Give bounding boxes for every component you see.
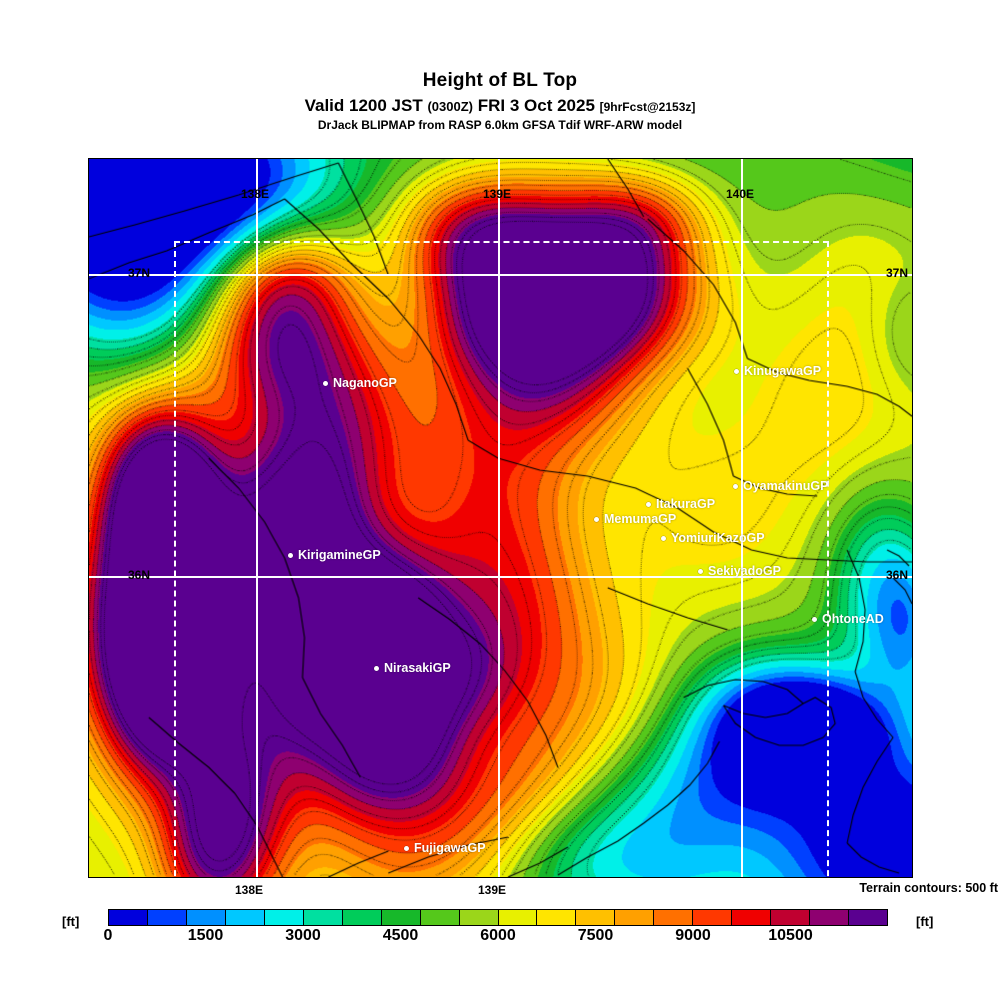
lat-label-left-37N: 37N (128, 266, 151, 280)
colorbar-band-4200 (381, 910, 421, 925)
gridline-lat-37n (89, 274, 912, 276)
station-marker-icon (404, 845, 409, 851)
title-block: Height of BL Top Valid 1200 JST (0300Z) … (0, 70, 1000, 132)
lon-label-bottom-138E: 138E (234, 883, 264, 897)
colorbar-band-3000 (303, 910, 343, 925)
forecast-tag: [9hrFcst@2153z] (599, 100, 696, 114)
colorbar-legend: [ft] [ft] 0 1500 3000 4500 6000 7500 9000 10500 (0, 905, 1000, 965)
station-label: NirasakiGP (384, 661, 451, 675)
colorbar-tick-4500: 4500 (382, 927, 419, 944)
colorbar-band-11400 (849, 910, 888, 925)
colorbar-band-1200 (186, 910, 226, 925)
valid-date: FRI 3 Oct 2025 (477, 96, 595, 115)
colorbar-tick-10500: 10500 (768, 927, 813, 944)
gridline-lon-138e (256, 159, 258, 877)
station-label: ItakuraGP (656, 497, 716, 511)
colorbar-tick-1500: 1500 (187, 927, 224, 944)
lon-label-top-140E: 140E (725, 187, 755, 201)
station-label: YomiuriKazoGP (671, 531, 765, 545)
lat-label-left-36N: 36N (128, 568, 151, 582)
station-marker-icon (323, 380, 328, 386)
station-oyamakinugp[interactable]: OyamakinuGP (733, 479, 828, 493)
station-marker-icon (698, 568, 703, 574)
station-label: OhtoneAD (822, 612, 884, 626)
gridline-lon-140e (741, 159, 743, 877)
page-title: Height of BL Top (422, 70, 578, 91)
station-fujigawagp[interactable]: FujigawaGP (404, 841, 486, 855)
station-label: SekiyadoGP (708, 564, 781, 578)
station-marker-icon (288, 552, 293, 558)
colorbar-unit-left: [ft] (62, 914, 80, 929)
station-nirasakigp[interactable]: NirasakiGP (374, 661, 451, 675)
subdomain-box (174, 241, 829, 877)
station-label: NaganoGP (333, 376, 397, 390)
colorbar-band-600 (147, 910, 187, 925)
colorbar-band-7200 (576, 910, 616, 925)
colorbar-tick-9000: 9000 (675, 927, 711, 944)
station-marker-icon (646, 501, 651, 507)
colorbar-tick-labels: 0 1500 3000 4500 6000 7500 9000 10500 (104, 927, 888, 949)
station-ohtonead[interactable]: OhtoneAD (812, 612, 884, 626)
station-sekiyadogp[interactable]: SekiyadoGP (698, 564, 781, 578)
model-description: DrJack BLIPMAP from RASP 6.0km GFSA Tdif… (317, 118, 683, 132)
colorbar-band-8400 (654, 910, 694, 925)
station-marker-icon (594, 516, 599, 522)
station-marker-icon (661, 535, 666, 541)
colorbar-band-10800 (810, 910, 850, 925)
colorbar-band-5400 (459, 910, 499, 925)
colorbar-band-1800 (225, 910, 265, 925)
station-marker-icon (812, 616, 817, 622)
gridline-lon-139e (498, 159, 500, 877)
colorbar-tick-3000: 3000 (285, 927, 321, 944)
gridline-lat-36n (89, 576, 912, 578)
station-naganogp[interactable]: NaganoGP (323, 376, 397, 390)
colorbar-band-10200 (771, 910, 811, 925)
bl-top-heatmap (89, 159, 912, 877)
map-frame[interactable] (88, 158, 913, 878)
lon-label-top-139E: 139E (482, 187, 512, 201)
valid-time-line: Valid 1200 JST (0300Z) FRI 3 Oct 2025 [9… (0, 96, 1000, 116)
station-kinugawagp[interactable]: KinugawaGP (734, 364, 821, 378)
station-label: OyamakinuGP (743, 479, 829, 493)
station-marker-icon (734, 368, 739, 374)
colorbar-band-9000 (693, 910, 733, 925)
station-memumagp[interactable]: MemumaGP (594, 512, 676, 526)
colorbar-band-6600 (537, 910, 577, 925)
colorbar-band-9600 (732, 910, 772, 925)
colorbar-band-3600 (342, 910, 382, 925)
colorbar-band-6000 (498, 910, 538, 925)
colorbar-unit-right: [ft] (916, 914, 934, 929)
station-label: KinugawaGP (744, 364, 822, 378)
station-label: FujigawaGP (414, 841, 486, 855)
colorbar-tick-6000: 6000 (480, 927, 516, 944)
colorbar-swatches (108, 909, 888, 926)
lon-label-top-138E: 138E (240, 187, 270, 201)
station-label: KirigamineGP (298, 548, 381, 562)
station-itakuragp[interactable]: ItakuraGP (646, 497, 715, 511)
station-marker-icon (733, 483, 738, 489)
terrain-contour-note: Terrain contours: 500 ft (859, 881, 998, 895)
station-marker-icon (374, 665, 379, 671)
valid-time-utc: (0300Z) (427, 99, 473, 114)
lat-label-right-36N: 36N (886, 568, 909, 582)
lon-label-bottom-139E: 139E (477, 883, 507, 897)
colorbar-band-2400 (264, 910, 304, 925)
station-kirigaminegp[interactable]: KirigamineGP (288, 548, 381, 562)
valid-time-prefix: Valid 1200 JST (304, 96, 423, 115)
colorbar-band-0 (109, 910, 148, 925)
colorbar-tick-0: 0 (103, 927, 113, 944)
lat-label-right-37N: 37N (886, 266, 909, 280)
colorbar-band-4800 (420, 910, 460, 925)
station-label: MemumaGP (604, 512, 677, 526)
station-yomiurikazogp[interactable]: YomiuriKazoGP (661, 531, 765, 545)
colorbar-tick-7500: 7500 (577, 927, 614, 944)
colorbar-band-7800 (615, 910, 655, 925)
